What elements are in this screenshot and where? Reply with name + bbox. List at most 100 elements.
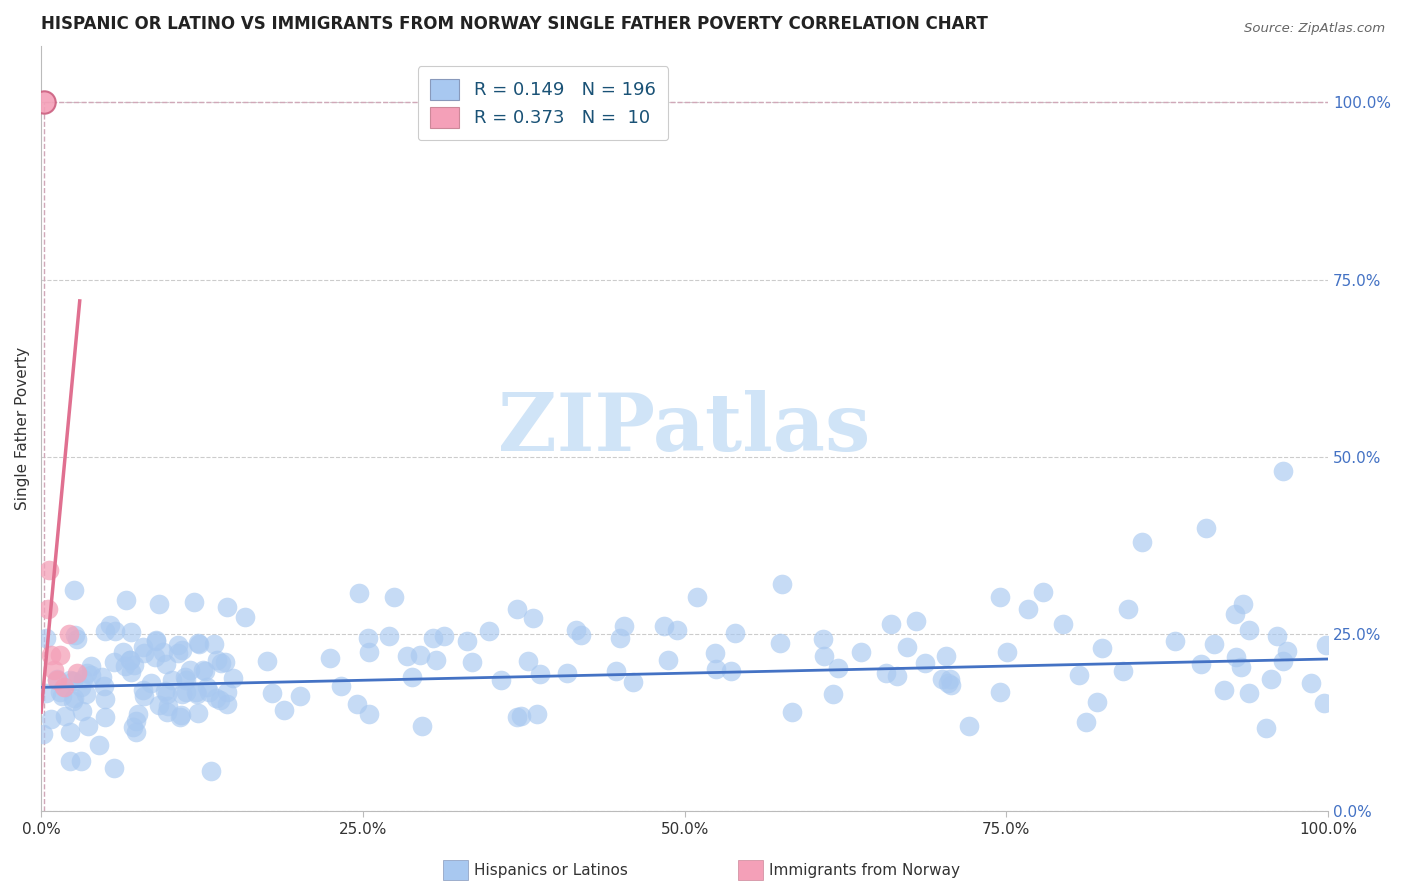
Point — [489, 673, 512, 688]
Point — [51, 689, 73, 703]
Point — [222, 671, 245, 685]
Point — [1204, 637, 1226, 651]
Point — [124, 714, 146, 729]
Point — [1069, 668, 1091, 682]
Point — [202, 637, 225, 651]
Point — [346, 697, 368, 711]
Point — [1130, 535, 1153, 549]
Point — [87, 738, 110, 752]
Point — [69, 754, 91, 768]
Point — [31, 727, 53, 741]
Point — [914, 656, 936, 670]
Point — [194, 664, 217, 678]
Point — [70, 705, 93, 719]
Point — [849, 645, 872, 659]
Point — [821, 687, 844, 701]
Text: Immigrants from Norway: Immigrants from Norway — [769, 863, 960, 878]
Point — [65, 632, 87, 646]
Point — [215, 685, 238, 699]
Point — [62, 673, 84, 688]
Point — [827, 661, 849, 675]
Point — [357, 645, 380, 659]
Point — [1272, 654, 1295, 668]
Point — [357, 706, 380, 721]
Point — [42, 663, 65, 677]
Point — [235, 610, 257, 624]
Point — [176, 673, 198, 688]
Point — [184, 685, 207, 699]
Point — [118, 652, 141, 666]
Point — [769, 636, 792, 650]
Point — [65, 628, 87, 642]
Point — [456, 634, 478, 648]
Point — [115, 592, 138, 607]
Point — [409, 648, 432, 663]
Text: Hispanics or Latinos: Hispanics or Latinos — [474, 863, 627, 878]
Point — [609, 631, 631, 645]
Point — [938, 676, 960, 690]
Point — [813, 632, 835, 646]
Point — [382, 591, 405, 605]
Point — [53, 709, 76, 723]
Point — [522, 611, 544, 625]
Point — [183, 595, 205, 609]
Point — [433, 629, 456, 643]
Point — [39, 712, 62, 726]
Point — [931, 672, 953, 686]
Point — [153, 684, 176, 698]
Text: HISPANIC OR LATINO VS IMMIGRANTS FROM NORWAY SINGLE FATHER POVERTY CORRELATION C: HISPANIC OR LATINO VS IMMIGRANTS FROM NO… — [41, 15, 988, 33]
Point — [886, 669, 908, 683]
Point — [260, 685, 283, 699]
Point — [155, 657, 177, 672]
Point — [118, 653, 141, 667]
Point — [156, 699, 179, 714]
Point — [273, 703, 295, 717]
Point — [59, 754, 82, 768]
Point — [35, 631, 58, 645]
Point — [131, 683, 153, 698]
Point — [145, 632, 167, 647]
Point — [1164, 633, 1187, 648]
Point — [58, 627, 80, 641]
Point — [41, 648, 63, 663]
Point — [1116, 601, 1139, 615]
Point — [93, 679, 115, 693]
Point — [125, 725, 148, 739]
Point — [1265, 629, 1288, 643]
Point — [148, 597, 170, 611]
Point — [657, 653, 679, 667]
Point — [103, 656, 125, 670]
Point — [529, 667, 551, 681]
Point — [76, 665, 98, 680]
Point — [988, 684, 1011, 698]
Y-axis label: Single Father Poverty: Single Father Poverty — [15, 347, 30, 510]
Point — [70, 680, 93, 694]
Point — [941, 678, 963, 692]
Point — [37, 602, 59, 616]
Point — [205, 652, 228, 666]
Point — [214, 655, 236, 669]
Point — [425, 653, 447, 667]
Point — [75, 687, 97, 701]
Point — [53, 681, 76, 695]
Point — [191, 663, 214, 677]
Point — [506, 709, 529, 723]
Point — [557, 665, 579, 680]
Point — [1232, 597, 1254, 611]
Point — [217, 698, 239, 712]
Point — [111, 645, 134, 659]
Point — [148, 698, 170, 712]
Point — [139, 676, 162, 690]
Point — [347, 586, 370, 600]
Point — [127, 706, 149, 721]
Point — [1225, 650, 1247, 665]
Point — [505, 602, 527, 616]
Point — [98, 618, 121, 632]
Point — [319, 651, 342, 665]
Point — [72, 672, 94, 686]
Point — [174, 684, 197, 698]
Point — [79, 667, 101, 681]
Point — [32, 95, 55, 110]
Point — [1091, 640, 1114, 655]
Point — [652, 619, 675, 633]
